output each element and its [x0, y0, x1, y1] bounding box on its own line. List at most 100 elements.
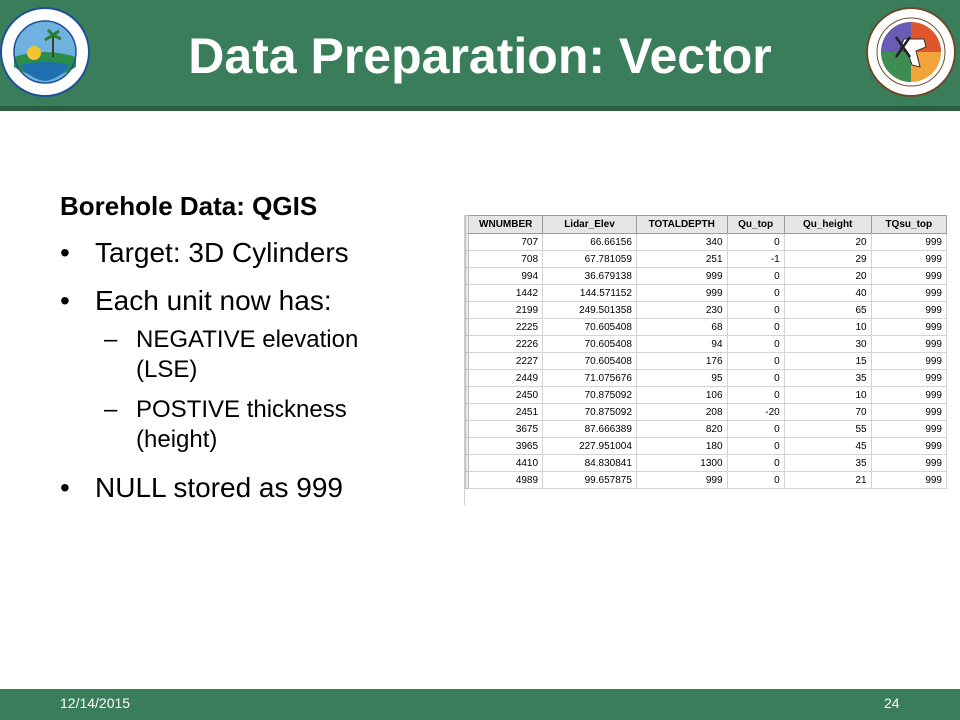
table-cell[interactable]: 2227 — [468, 352, 544, 370]
table-cell[interactable]: 0 — [726, 284, 785, 302]
table-cell[interactable]: 999 — [635, 471, 728, 489]
table-cell[interactable]: 29 — [783, 250, 872, 268]
table-cell[interactable]: 68 — [635, 318, 728, 336]
table-cell[interactable]: 67.781059 — [542, 250, 637, 268]
table-cell[interactable]: 999 — [870, 471, 947, 489]
table-cell[interactable]: 230 — [635, 301, 728, 319]
table-cell[interactable]: 87.666389 — [542, 420, 637, 438]
column-header[interactable]: TQsu_top — [870, 215, 947, 234]
table-cell[interactable]: 70 — [783, 403, 872, 421]
table-cell[interactable]: 0 — [726, 318, 785, 336]
table-cell[interactable]: 71.075676 — [542, 369, 637, 387]
table-cell[interactable]: 999 — [870, 420, 947, 438]
column-header[interactable]: Lidar_Elev — [542, 215, 637, 234]
table-cell[interactable]: 2449 — [468, 369, 544, 387]
table-cell[interactable]: 999 — [635, 284, 728, 302]
table-cell[interactable]: 249.501358 — [542, 301, 637, 319]
column-header[interactable]: TOTALDEPTH — [635, 215, 728, 234]
table-row[interactable]: 707 66.66156 340 0 20 999 — [465, 233, 947, 251]
table-row[interactable]: 2225 70.605408 68 0 10 999 — [465, 318, 947, 336]
table-cell[interactable]: 999 — [870, 352, 947, 370]
table-cell[interactable]: 0 — [726, 471, 785, 489]
table-cell[interactable]: 0 — [726, 437, 785, 455]
table-row[interactable]: 3675 87.666389 820 0 55 999 — [465, 420, 947, 438]
table-cell[interactable]: 176 — [635, 352, 728, 370]
table-cell[interactable]: 70.605408 — [542, 335, 637, 353]
table-cell[interactable]: 99.657875 — [542, 471, 637, 489]
row-selector[interactable] — [465, 471, 470, 489]
table-cell[interactable]: 65 — [783, 301, 872, 319]
table-cell[interactable]: 999 — [870, 233, 947, 251]
table-cell[interactable]: 20 — [783, 267, 872, 285]
table-cell[interactable]: 1300 — [635, 454, 728, 472]
table-cell[interactable]: 999 — [635, 267, 728, 285]
table-cell[interactable]: 144.571152 — [542, 284, 637, 302]
table-cell[interactable]: 70.605408 — [542, 318, 637, 336]
table-cell[interactable]: 0 — [726, 267, 785, 285]
table-row[interactable]: 708 67.781059 251 -1 29 999 — [465, 250, 947, 268]
table-cell[interactable]: 0 — [726, 386, 785, 404]
table-cell[interactable]: 35 — [783, 454, 872, 472]
table-cell[interactable]: 70.875092 — [542, 403, 637, 421]
table-cell[interactable]: 999 — [870, 267, 947, 285]
table-cell[interactable]: 3965 — [468, 437, 544, 455]
table-cell[interactable]: 999 — [870, 284, 947, 302]
table-cell[interactable]: 1442 — [468, 284, 544, 302]
table-row[interactable]: 2199 249.501358 230 0 65 999 — [465, 301, 947, 319]
table-cell[interactable]: 2225 — [468, 318, 544, 336]
table-cell[interactable]: 106 — [635, 386, 728, 404]
table-cell[interactable]: 10 — [783, 318, 872, 336]
table-row[interactable]: 1442 144.571152 999 0 40 999 — [465, 284, 947, 302]
table-cell[interactable]: 999 — [870, 335, 947, 353]
table-cell[interactable]: 4989 — [468, 471, 544, 489]
table-cell[interactable]: 4410 — [468, 454, 544, 472]
table-cell[interactable]: 3675 — [468, 420, 544, 438]
table-cell[interactable]: 0 — [726, 454, 785, 472]
table-cell[interactable]: 180 — [635, 437, 728, 455]
table-row[interactable]: 4410 84.830841 1300 0 35 999 — [465, 454, 947, 472]
table-cell[interactable]: 0 — [726, 301, 785, 319]
table-cell[interactable]: 66.66156 — [542, 233, 637, 251]
table-row[interactable]: 4989 99.657875 999 0 21 999 — [465, 471, 947, 489]
table-cell[interactable]: 999 — [870, 250, 947, 268]
column-header[interactable]: Qu_height — [783, 215, 872, 234]
table-cell[interactable]: 999 — [870, 386, 947, 404]
table-cell[interactable]: 340 — [635, 233, 728, 251]
table-cell[interactable]: 20 — [783, 233, 872, 251]
table-cell[interactable]: 0 — [726, 233, 785, 251]
table-cell[interactable]: 708 — [468, 250, 544, 268]
table-cell[interactable]: 999 — [870, 318, 947, 336]
table-cell[interactable]: 999 — [870, 454, 947, 472]
table-cell[interactable]: 999 — [870, 403, 947, 421]
table-cell[interactable]: 251 — [635, 250, 728, 268]
table-row[interactable]: 2226 70.605408 94 0 30 999 — [465, 335, 947, 353]
table-cell[interactable]: 999 — [870, 437, 947, 455]
table-row[interactable]: 994 36.679138 999 0 20 999 — [465, 267, 947, 285]
table-row[interactable]: 2227 70.605408 176 0 15 999 — [465, 352, 947, 370]
table-cell[interactable]: 999 — [870, 301, 947, 319]
table-cell[interactable]: 21 — [783, 471, 872, 489]
table-cell[interactable]: 55 — [783, 420, 872, 438]
table-cell[interactable]: 999 — [870, 369, 947, 387]
table-cell[interactable]: 994 — [468, 267, 544, 285]
table-cell[interactable]: 227.951004 — [542, 437, 637, 455]
table-row[interactable]: 2451 70.875092 208 -20 70 999 — [465, 403, 947, 421]
table-cell[interactable]: 208 — [635, 403, 728, 421]
table-cell[interactable]: 45 — [783, 437, 872, 455]
table-cell[interactable]: 15 — [783, 352, 872, 370]
table-row[interactable]: 3965 227.951004 180 0 45 999 — [465, 437, 947, 455]
table-cell[interactable]: 35 — [783, 369, 872, 387]
table-row[interactable]: 2449 71.075676 95 0 35 999 — [465, 369, 947, 387]
column-header[interactable]: Qu_top — [726, 215, 785, 234]
table-row[interactable]: 2450 70.875092 106 0 10 999 — [465, 386, 947, 404]
table-cell[interactable]: -1 — [726, 250, 785, 268]
table-cell[interactable]: 0 — [726, 352, 785, 370]
attribute-table[interactable]: WNUMBER Lidar_Elev TOTALDEPTH Qu_top Qu_heig… — [464, 215, 947, 505]
table-cell[interactable]: 10 — [783, 386, 872, 404]
table-cell[interactable]: -20 — [726, 403, 785, 421]
table-cell[interactable]: 30 — [783, 335, 872, 353]
table-cell[interactable]: 70.875092 — [542, 386, 637, 404]
column-header[interactable]: WNUMBER — [468, 215, 544, 234]
table-cell[interactable]: 707 — [468, 233, 544, 251]
table-cell[interactable]: 2226 — [468, 335, 544, 353]
